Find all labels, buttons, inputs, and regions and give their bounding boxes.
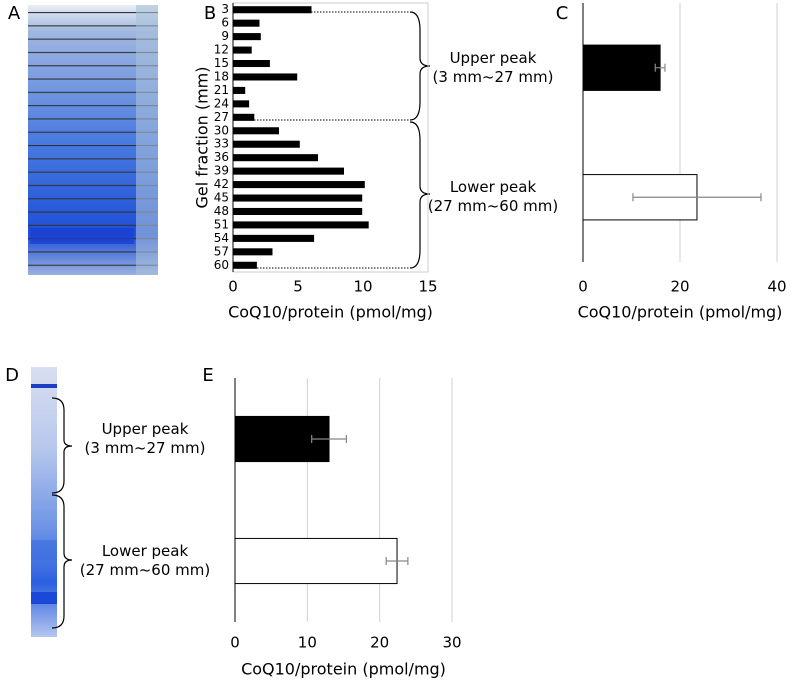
x-tick-label: 0	[578, 278, 588, 296]
bar	[232, 221, 369, 229]
category-label: Upper peak (3 mm~27 mm)	[432, 48, 554, 86]
panel-label: E	[202, 365, 213, 386]
gel-image-a	[28, 5, 158, 275]
bar	[232, 207, 363, 216]
bar	[232, 113, 255, 121]
y-tick-label: 3	[221, 2, 229, 16]
bar	[232, 154, 318, 162]
bar	[232, 59, 270, 68]
y-tick-label: 60	[214, 258, 229, 272]
bar	[232, 6, 312, 14]
x-tick-label: 15	[418, 278, 437, 296]
category-label: Upper peak (3 mm~27 mm)	[84, 420, 206, 457]
y-tick-label: 51	[214, 217, 229, 231]
bar	[232, 86, 246, 94]
y-axis-title: Gel fraction (mm)	[193, 67, 212, 209]
panel-label: C	[556, 3, 569, 24]
y-tick-label: 30	[214, 123, 229, 137]
y-tick-label: 6	[221, 16, 229, 30]
x-tick-label: 30	[442, 634, 461, 652]
x-tick-label: 5	[293, 278, 303, 296]
bar	[232, 100, 250, 108]
bar	[232, 167, 344, 175]
bar	[232, 194, 363, 202]
bar	[232, 73, 298, 81]
bar	[232, 140, 300, 148]
bar	[582, 44, 661, 91]
x-axis-title: CoQ10/protein (pmol/mg)	[228, 303, 433, 322]
brace	[51, 11, 431, 629]
bar	[232, 127, 279, 135]
error-bar	[385, 557, 409, 565]
bar	[232, 248, 273, 256]
y-tick-label: 33	[214, 137, 229, 151]
x-tick-label: 0	[230, 634, 240, 652]
error-bar	[311, 435, 347, 443]
x-tick-label: 10	[353, 278, 372, 296]
error-bar	[654, 63, 666, 72]
panel-label: B	[204, 3, 216, 24]
x-tick-label: 10	[298, 634, 317, 652]
y-tick-label: 15	[214, 56, 229, 70]
category-label: Lower peak (27 mm~60 mm)	[79, 542, 211, 579]
plot-frame	[232, 2, 429, 273]
x-tick-label: 0	[228, 278, 238, 296]
fraction-divider	[236, 11, 412, 269]
x-tick-label: 40	[767, 278, 786, 296]
y-tick-label: 24	[214, 96, 229, 110]
category-label: Lower peak (27 mm~60 mm)	[427, 178, 559, 216]
bar	[232, 181, 365, 189]
y-tick-label: 9	[221, 29, 229, 43]
bar	[232, 234, 315, 242]
bar	[232, 261, 257, 269]
y-tick-label: 54	[214, 231, 229, 245]
panel-label: A	[8, 3, 21, 24]
x-tick-label: 20	[670, 278, 689, 296]
x-axis-title: CoQ10/protein (pmol/mg)	[578, 303, 783, 322]
error-bar	[632, 193, 762, 202]
panel-label: D	[5, 365, 19, 386]
y-tick-label: 21	[214, 83, 229, 97]
y-tick-label: 39	[214, 164, 229, 178]
y-tick-label: 57	[214, 244, 229, 258]
y-tick-label: 36	[214, 150, 229, 164]
bar	[232, 33, 261, 41]
x-axis-title: CoQ10/protein (pmol/mg)	[241, 660, 446, 679]
bar	[234, 537, 398, 585]
x-tick-label: 20	[370, 634, 389, 652]
y-tick-label: 48	[214, 204, 229, 218]
y-tick-label: 18	[214, 69, 229, 83]
y-tick-label: 42	[214, 177, 229, 191]
y-tick-label: 45	[214, 191, 229, 205]
y-tick-label: 27	[214, 110, 229, 124]
y-tick-label: 12	[214, 43, 229, 57]
gel-image-d	[31, 367, 57, 637]
bar	[232, 19, 260, 27]
bar	[232, 46, 252, 54]
